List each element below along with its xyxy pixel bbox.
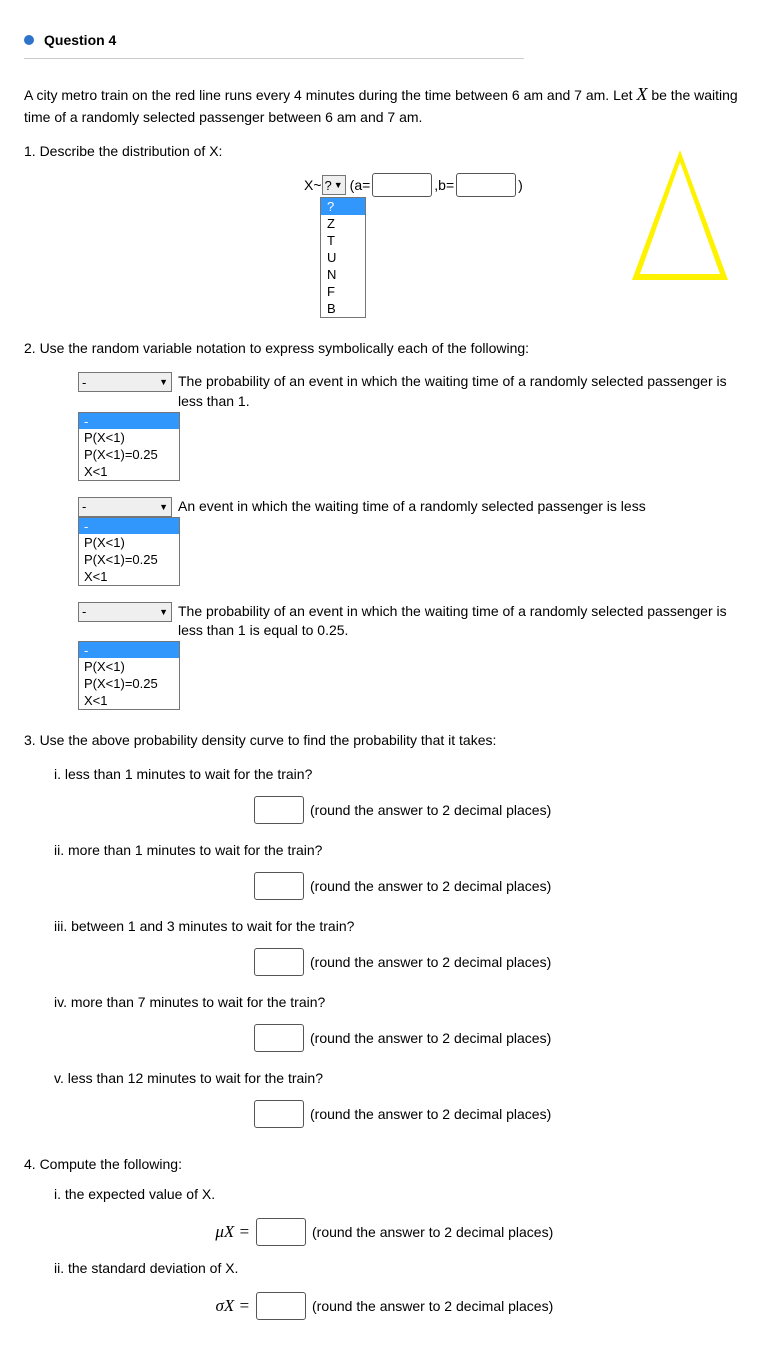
q4-prompt: 4. Compute the following: [24, 1156, 740, 1172]
dist-option[interactable]: N [321, 266, 365, 283]
round-note: (round the answer to 2 decimal places) [312, 1224, 553, 1240]
notation-dropdown-1[interactable]: - P(X<1) P(X<1)=0.25 X<1 [78, 412, 180, 481]
mu-x-label: μX = [204, 1222, 250, 1242]
notation-block-2: - ▼ An event in which the waiting time o… [78, 497, 740, 586]
q3-i-label: i. less than 1 minutes to wait for the t… [54, 766, 740, 782]
chevron-down-icon: ▼ [334, 180, 343, 190]
chevron-down-icon: ▼ [159, 502, 168, 512]
round-note: (round the answer to 2 decimal places) [310, 878, 551, 894]
notation-block-1: - ▼ The probability of an event in which… [78, 372, 740, 480]
notation-option[interactable]: P(X<1)=0.25 [79, 446, 179, 463]
round-note: (round the answer to 2 decimal places) [310, 1030, 551, 1046]
chevron-down-icon: ▼ [159, 607, 168, 617]
q3-ii-label: ii. more than 1 minutes to wait for the … [54, 842, 740, 858]
notation-select-3-value: - [82, 604, 86, 619]
notation-option[interactable]: P(X<1)=0.25 [79, 551, 179, 568]
notation-dropdown-2[interactable]: - P(X<1) P(X<1)=0.25 X<1 [78, 517, 180, 586]
dist-option[interactable]: B [321, 300, 365, 317]
distribution-row: X~ ? ▼ (a= ,b= ) ? Z T U N F B [304, 173, 740, 318]
q3-iii-input[interactable] [254, 948, 304, 976]
notation-text-2: An event in which the waiting time of a … [178, 497, 740, 517]
intro-text: A city metro train on the red line runs … [24, 81, 740, 127]
q3-ii-input[interactable] [254, 872, 304, 900]
notation-select-1[interactable]: - ▼ [78, 372, 172, 392]
question-title: Question 4 [44, 32, 116, 48]
notation-dropdown-3[interactable]: - P(X<1) P(X<1)=0.25 X<1 [78, 641, 180, 710]
q4-ii-label: ii. the standard deviation of X. [54, 1260, 740, 1276]
notation-option[interactable]: X<1 [79, 568, 179, 585]
intro-var-x: X [636, 84, 647, 104]
notation-option[interactable]: - [79, 518, 179, 534]
q3-prompt: 3. Use the above probability density cur… [24, 732, 740, 748]
round-note: (round the answer to 2 decimal places) [310, 954, 551, 970]
q3-iv-input[interactable] [254, 1024, 304, 1052]
q3-iii-label: iii. between 1 and 3 minutes to wait for… [54, 918, 740, 934]
notation-option[interactable]: X<1 [79, 692, 179, 709]
x-tilde-label: X~ [304, 177, 322, 193]
q3-v-input[interactable] [254, 1100, 304, 1128]
question-bullet-icon [24, 35, 34, 45]
notation-block-3: - ▼ The probability of an event in which… [78, 602, 740, 710]
param-b-input[interactable] [456, 173, 516, 197]
dist-option[interactable]: U [321, 249, 365, 266]
sigma-x-input[interactable] [256, 1292, 306, 1320]
notation-select-2-value: - [82, 499, 86, 514]
round-note: (round the answer to 2 decimal places) [312, 1298, 553, 1314]
notation-option[interactable]: P(X<1) [79, 534, 179, 551]
notation-select-2[interactable]: - ▼ [78, 497, 172, 517]
dist-option[interactable]: T [321, 232, 365, 249]
distribution-select-value: ? [325, 178, 332, 193]
distribution-type-select[interactable]: ? ▼ [322, 175, 346, 195]
close-paren: ) [518, 177, 523, 193]
q4-i-label: i. the expected value of X. [54, 1186, 740, 1202]
q2-prompt: 2. Use the random variable notation to e… [24, 340, 740, 356]
distribution-dropdown-list[interactable]: ? Z T U N F B [320, 197, 366, 318]
notation-option[interactable]: - [79, 642, 179, 658]
round-note: (round the answer to 2 decimal places) [310, 802, 551, 818]
dist-option[interactable]: Z [321, 215, 365, 232]
sigma-x-label: σX = [204, 1296, 250, 1316]
param-a-input[interactable] [372, 173, 432, 197]
intro-part-a: A city metro train on the red line runs … [24, 87, 636, 103]
comma-b-label: ,b= [434, 177, 454, 193]
open-paren-a: (a= [350, 177, 371, 193]
chevron-down-icon: ▼ [159, 377, 168, 387]
question-header: Question 4 [24, 20, 524, 59]
q3-i-input[interactable] [254, 796, 304, 824]
q3-iv-label: iv. more than 7 minutes to wait for the … [54, 994, 740, 1010]
notation-option[interactable]: P(X<1) [79, 658, 179, 675]
notation-option[interactable]: P(X<1)=0.25 [79, 675, 179, 692]
round-note: (round the answer to 2 decimal places) [310, 1106, 551, 1122]
q3-v-label: v. less than 12 minutes to wait for the … [54, 1070, 740, 1086]
notation-select-1-value: - [82, 375, 86, 390]
notation-option[interactable]: P(X<1) [79, 429, 179, 446]
notation-select-3[interactable]: - ▼ [78, 602, 172, 622]
mu-x-input[interactable] [256, 1218, 306, 1246]
dist-option[interactable]: F [321, 283, 365, 300]
notation-text-1: The probability of an event in which the… [178, 372, 740, 411]
dist-option[interactable]: ? [321, 198, 365, 215]
notation-text-3: The probability of an event in which the… [178, 602, 740, 641]
notation-option[interactable]: X<1 [79, 463, 179, 480]
notation-option[interactable]: - [79, 413, 179, 429]
